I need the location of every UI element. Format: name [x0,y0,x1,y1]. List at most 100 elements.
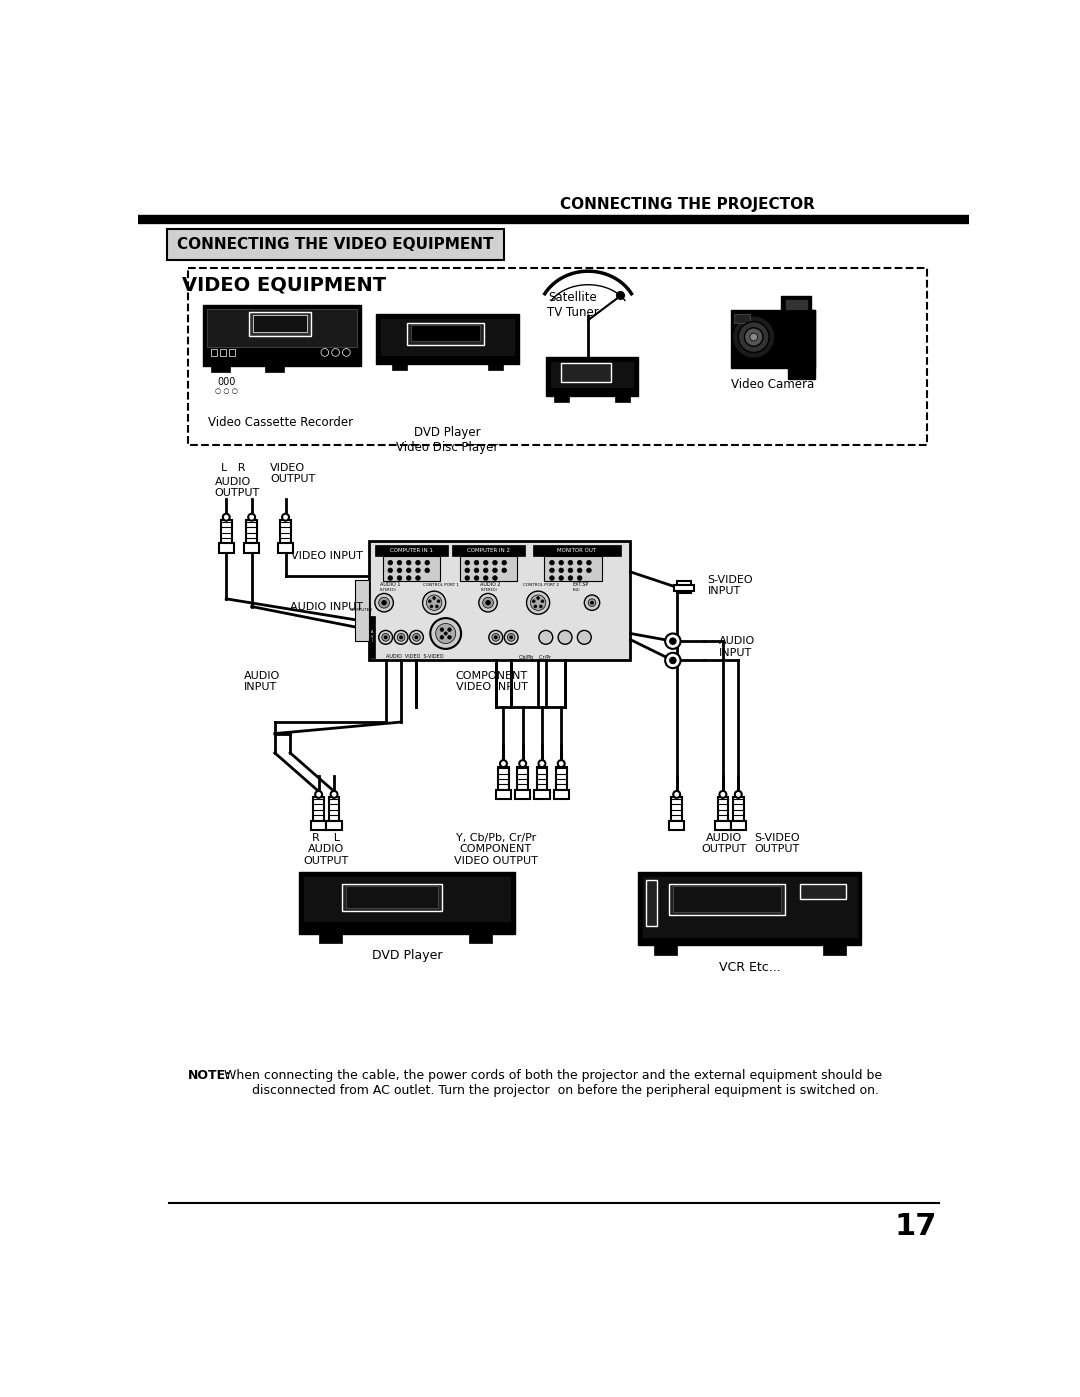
Bar [375,545,448,556]
Text: OUTPUT: OUTPUT [303,855,349,866]
Bar [460,556,517,581]
Circle shape [586,560,591,564]
Bar [823,946,846,954]
Bar [677,581,690,594]
Circle shape [416,576,420,580]
Bar [537,767,548,789]
Text: When connecting the cable, the power cords of both the projector and the externa: When connecting the cable, the power cor… [220,1069,882,1097]
Bar [535,789,550,799]
Text: Video Cassette Recorder: Video Cassette Recorder [207,416,353,429]
Circle shape [400,636,403,638]
Circle shape [537,597,540,599]
Text: CONNECTING THE PROJECTOR: CONNECTING THE PROJECTOR [561,197,815,212]
Bar [407,323,484,345]
Bar [562,363,611,383]
Text: MONITOR OUT: MONITOR OUT [557,548,596,553]
Circle shape [519,760,526,767]
Bar [800,884,846,900]
Circle shape [732,316,775,359]
Circle shape [382,633,390,641]
Text: Y, Cb/Pb, Cr/Pr: Y, Cb/Pb, Cr/Pr [456,833,536,842]
Circle shape [424,569,430,573]
Bar [244,543,259,553]
Circle shape [483,598,494,608]
Bar [556,767,567,789]
Circle shape [437,599,440,602]
Text: VIDEO: VIDEO [270,462,306,474]
Text: VIDEO INPUT: VIDEO INPUT [456,682,528,693]
Circle shape [550,576,554,580]
Bar [793,367,811,377]
Circle shape [550,569,554,573]
Text: INPUT: INPUT [244,682,278,693]
Bar [249,313,311,335]
Circle shape [557,760,565,767]
Circle shape [444,631,447,636]
Circle shape [394,630,408,644]
Circle shape [510,636,513,638]
Text: 17: 17 [894,1211,936,1241]
Circle shape [416,569,420,573]
Text: COMPUTER IN 2: COMPUTER IN 2 [467,548,510,553]
Text: INPUT: INPUT [707,587,741,597]
Bar [717,798,728,820]
Text: OUTPUT: OUTPUT [270,475,315,485]
Bar [220,520,231,543]
Bar [368,541,631,661]
Circle shape [578,569,582,573]
Circle shape [440,627,444,631]
Circle shape [558,569,564,573]
Bar [496,789,511,799]
Circle shape [397,633,405,641]
Circle shape [474,569,478,573]
Circle shape [416,560,420,564]
Bar [229,349,235,355]
Text: OUTPUT: OUTPUT [702,844,747,854]
Text: COMPUTER: COMPUTER [350,608,374,612]
Circle shape [484,560,488,564]
Circle shape [447,636,451,640]
Text: (STEREO): (STEREO) [481,588,497,591]
Circle shape [397,576,402,580]
Bar [488,365,503,370]
Circle shape [375,594,393,612]
Circle shape [673,791,680,798]
Circle shape [586,569,591,573]
Circle shape [388,576,392,580]
Bar [211,349,217,355]
Bar [517,767,528,789]
Circle shape [589,599,596,606]
Circle shape [424,560,430,564]
Text: COMPONENT: COMPONENT [460,844,531,854]
Circle shape [578,560,582,564]
Circle shape [397,560,402,564]
Bar [469,933,491,943]
Circle shape [413,633,420,641]
Text: OUTPUT: OUTPUT [754,844,799,854]
Bar [328,798,339,820]
Text: OUTPUT: OUTPUT [215,489,260,499]
Bar [532,545,621,556]
Circle shape [388,560,392,564]
Bar [265,365,284,373]
Circle shape [388,569,392,573]
Text: VIDEO OUTPUT: VIDEO OUTPUT [454,855,538,866]
Circle shape [665,652,680,668]
Circle shape [332,349,339,356]
Circle shape [428,599,431,602]
Circle shape [315,791,322,798]
Circle shape [492,576,497,580]
Bar [451,545,525,556]
Bar [550,360,634,388]
Circle shape [541,599,544,602]
Circle shape [665,633,680,648]
Circle shape [406,560,411,564]
Circle shape [484,576,488,580]
Text: 000: 000 [217,377,235,387]
Text: (STEREO): (STEREO) [380,588,397,591]
Circle shape [427,595,442,610]
Circle shape [578,630,591,644]
Text: CONNECTING THE VIDEO EQUIPMENT: CONNECTING THE VIDEO EQUIPMENT [177,237,494,251]
Text: VIDEO EQUIPMENT: VIDEO EQUIPMENT [181,277,386,295]
Text: AUDIO  VIDEO  S-VIDEO: AUDIO VIDEO S-VIDEO [386,654,443,659]
